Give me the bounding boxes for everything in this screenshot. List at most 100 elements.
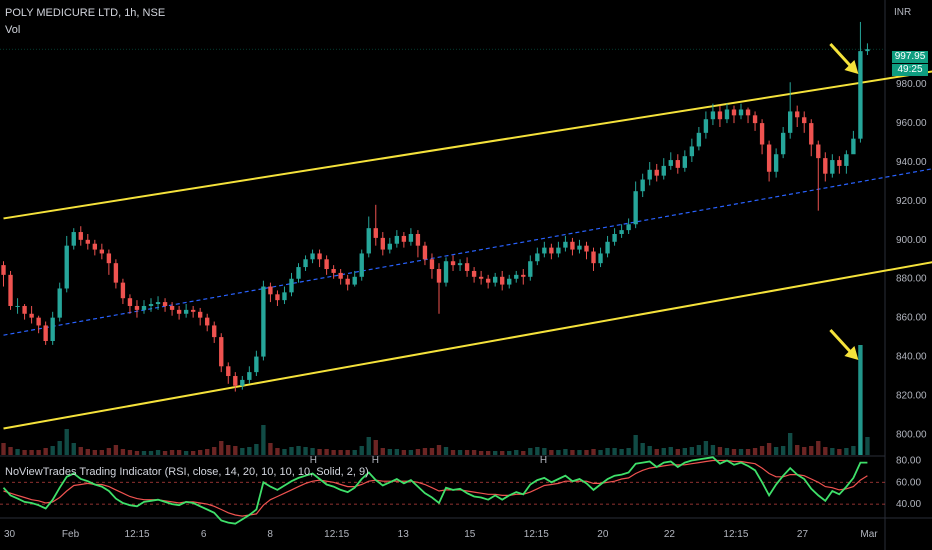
volume-bar <box>507 451 512 455</box>
time-tick-label: 12:15 <box>125 529 150 540</box>
price-tick-label: 900.00 <box>896 235 927 246</box>
candle-body <box>858 51 863 139</box>
candle-body <box>127 298 133 306</box>
rsi-tick-label: 60.00 <box>896 477 921 488</box>
volume-bar <box>303 447 308 455</box>
candle-body <box>780 132 786 155</box>
volume-bar <box>577 450 582 455</box>
volume-bar <box>535 447 540 455</box>
candle-body <box>563 241 568 248</box>
candle-body <box>359 253 364 277</box>
volume-bar <box>766 443 772 455</box>
volume-annotation-arrow-head <box>844 346 859 360</box>
time-tick-label: 12:15 <box>324 529 349 540</box>
rsi-line <box>2 456 868 525</box>
candle-body <box>331 269 336 273</box>
candle-body <box>22 305 27 314</box>
candle-body <box>493 276 498 283</box>
volume-bar <box>261 425 266 455</box>
time-tick-label: 30 <box>4 529 16 540</box>
volume-bar <box>408 450 414 455</box>
volume-bar <box>198 450 203 455</box>
volume-bar <box>457 450 463 455</box>
volume-bar <box>759 446 765 455</box>
volume-bar <box>478 451 484 455</box>
candle-body <box>289 278 294 293</box>
volume-bar <box>64 429 69 455</box>
candle-body <box>682 156 687 168</box>
last-price-tag: 997.95 <box>892 51 928 63</box>
candle-body <box>745 109 751 116</box>
candle-body <box>303 259 308 268</box>
volume-bar <box>134 451 140 455</box>
volume-bar <box>471 450 477 455</box>
volume-bar <box>240 448 245 455</box>
volume-bar <box>858 345 863 455</box>
volume-bar <box>296 446 301 455</box>
volume-bar <box>247 447 252 455</box>
volume-bar <box>682 448 687 455</box>
volume-bar <box>844 448 849 455</box>
candle-body <box>443 261 449 283</box>
volume-bar <box>85 449 90 455</box>
price-tick-label: 840.00 <box>896 352 927 363</box>
volume-bar <box>352 450 357 455</box>
volume-bar <box>731 449 737 455</box>
candle-body <box>851 138 856 155</box>
volume-bar <box>654 449 659 455</box>
volume-bar <box>661 448 666 455</box>
candle-body <box>15 305 20 307</box>
volume-bar <box>57 441 62 455</box>
candle-body <box>759 123 765 145</box>
volume-bar <box>851 446 856 455</box>
volume-bar <box>226 445 231 455</box>
upper-channel-line <box>3 70 932 220</box>
candle-body <box>71 232 76 246</box>
price-tick-label: 940.00 <box>896 157 927 168</box>
candle-body <box>155 302 161 305</box>
rsi-indicator-title[interactable]: NoViewTrades Trading Indicator (RSI, clo… <box>5 466 369 478</box>
volume-bar <box>324 449 329 455</box>
volume-bar <box>528 448 533 455</box>
candle-body <box>141 305 147 310</box>
candle-body <box>275 294 280 301</box>
symbol-title[interactable]: POLY MEDICURE LTD, 1h, NSE <box>5 7 166 19</box>
volume-bar <box>359 446 364 455</box>
volume-bar <box>15 449 20 455</box>
volume-bar <box>745 449 751 455</box>
candle-body <box>584 245 589 252</box>
volume-bar <box>493 451 498 455</box>
volume-bar <box>127 450 133 455</box>
volume-bar <box>816 441 821 455</box>
volume-bar <box>823 447 828 455</box>
candle-body <box>8 274 13 306</box>
candle-body <box>703 119 709 133</box>
time-tick-label: 27 <box>797 529 809 540</box>
volume-bar <box>710 445 716 455</box>
candle-body <box>380 237 385 250</box>
volume-bar <box>205 449 210 455</box>
volume-bar <box>401 450 407 455</box>
volume-legend[interactable]: Vol <box>5 24 21 36</box>
volume-bar <box>647 446 652 455</box>
volume-bar <box>289 447 294 455</box>
candle-body <box>78 232 83 240</box>
time-tick-label: 15 <box>464 529 476 540</box>
candle-body <box>556 247 561 254</box>
time-tick-label: Mar <box>860 529 878 540</box>
candle-body <box>865 49 870 52</box>
candle-body <box>64 245 69 289</box>
candle-body <box>689 146 695 157</box>
candle-body <box>766 144 772 172</box>
candle-body <box>654 169 659 176</box>
mid-channel-line <box>3 168 932 336</box>
volume-bar <box>141 451 147 455</box>
volume-bar <box>752 448 758 455</box>
volume-bar <box>1 443 6 455</box>
price-tick-label: 820.00 <box>896 390 927 401</box>
price-tick-label: 880.00 <box>896 274 927 285</box>
volume-bar <box>802 447 807 455</box>
volume-bar <box>212 447 217 455</box>
volume-bar <box>809 446 814 455</box>
